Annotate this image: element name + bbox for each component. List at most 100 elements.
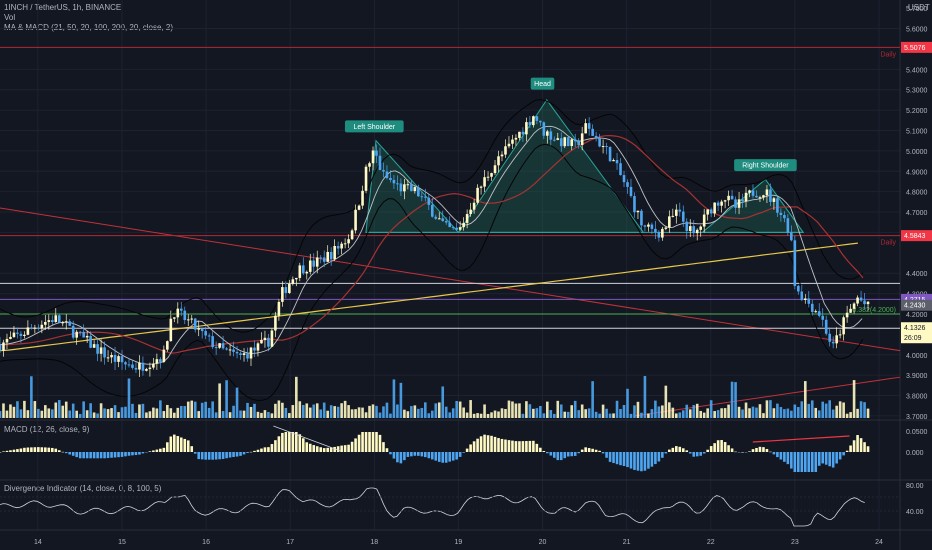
macd-bar xyxy=(57,450,61,452)
volume-bar xyxy=(382,406,385,418)
candle-body xyxy=(207,335,211,337)
macd-bar xyxy=(221,452,225,459)
price-tag-text: 4.2430 xyxy=(904,303,926,310)
volume-bar xyxy=(458,401,462,418)
macd-bar xyxy=(159,448,162,452)
volume-bar xyxy=(776,403,779,418)
price-tick: 5.0000 xyxy=(906,149,928,156)
candle-body xyxy=(333,245,336,260)
candle-body xyxy=(532,116,535,126)
candle-body xyxy=(462,222,465,228)
candle-body xyxy=(838,334,842,336)
candle-body xyxy=(110,354,113,358)
candle-body xyxy=(148,367,152,369)
macd-bar xyxy=(162,447,166,452)
volume-bar xyxy=(378,412,382,418)
volume-bar xyxy=(741,409,744,418)
candle-body xyxy=(99,347,103,354)
candle-body xyxy=(849,308,852,313)
macd-bar xyxy=(430,452,434,460)
price-tag-text: 4.5843 xyxy=(904,233,926,240)
price-tag-text: 26:09 xyxy=(904,335,922,342)
level-label: 0.382(4.2000) xyxy=(852,307,896,314)
candle-body xyxy=(228,349,232,351)
candle-body xyxy=(0,344,2,351)
macd-bar xyxy=(190,446,194,452)
volume-bar xyxy=(678,412,682,418)
candle-body xyxy=(295,277,298,280)
candle-body xyxy=(455,227,458,230)
macd-bar xyxy=(298,434,302,452)
price-tick: 4.9000 xyxy=(906,169,928,176)
candle-body xyxy=(211,336,214,348)
macd-bar xyxy=(730,448,734,452)
volume-bar xyxy=(615,400,619,418)
macd-bar xyxy=(706,449,709,452)
volume-bar xyxy=(361,407,364,418)
candle-body xyxy=(5,338,9,343)
candle-body xyxy=(120,356,124,363)
volume-bar xyxy=(159,400,162,418)
volume-bar xyxy=(85,410,89,418)
candle-body xyxy=(598,138,601,147)
macd-bar xyxy=(124,452,127,457)
volume-bar xyxy=(434,403,438,418)
candle-body xyxy=(448,222,452,228)
macd-label: MACD (12, 26, close, 9) xyxy=(4,425,90,434)
pattern-label-box xyxy=(734,159,797,172)
price-tick: 4.8000 xyxy=(906,190,928,197)
time-tick: 19 xyxy=(455,539,463,546)
macd-bar xyxy=(274,440,277,452)
candle-body xyxy=(12,332,16,337)
volume-bar xyxy=(54,402,58,418)
volume-bar xyxy=(253,403,256,418)
candle-body xyxy=(539,120,542,123)
volume-bar xyxy=(730,381,734,418)
candle-body xyxy=(797,285,800,292)
macd-bar xyxy=(375,432,378,452)
volume-bar xyxy=(535,408,539,418)
volume-bar xyxy=(566,411,570,418)
volume-bar xyxy=(817,410,821,418)
macd-bar xyxy=(131,452,134,456)
volume-bar xyxy=(284,407,288,418)
annotations: Left Shoulder Head Right Shoulder xyxy=(344,77,797,172)
macd-bar xyxy=(678,446,682,452)
time-tick: 21 xyxy=(623,539,631,546)
candle-body xyxy=(845,312,849,318)
volume-bar xyxy=(417,408,420,418)
candle-body xyxy=(57,315,61,323)
macd-bar xyxy=(615,452,619,465)
candle-body xyxy=(200,328,204,332)
macd-bar xyxy=(469,444,472,452)
macd-bar xyxy=(762,447,765,452)
candle-body xyxy=(640,210,643,226)
volume-bar xyxy=(772,408,776,418)
macd-bar xyxy=(270,444,274,452)
macd-bar xyxy=(751,449,755,452)
macd-bar xyxy=(424,452,427,458)
macd-bar xyxy=(204,452,207,460)
volume-bar xyxy=(692,405,696,418)
macd-bar xyxy=(197,452,201,460)
ma-200 xyxy=(0,242,858,352)
volume-bar xyxy=(716,410,720,418)
macd-bar xyxy=(643,452,647,471)
price-tick: 5.7000 xyxy=(906,6,928,13)
macd-bar xyxy=(640,452,643,472)
macd-bar xyxy=(138,452,141,455)
volume-bar xyxy=(57,400,61,418)
macd-bar xyxy=(350,441,354,452)
volume-bar xyxy=(479,413,483,418)
volume-bar xyxy=(643,376,647,418)
candle-body xyxy=(629,186,633,197)
candle-body xyxy=(225,348,228,350)
macd-bar xyxy=(702,452,706,454)
volume-bar xyxy=(385,402,389,418)
macd-bar xyxy=(378,434,382,452)
macd-bar xyxy=(166,442,169,452)
macd-bar xyxy=(699,452,703,456)
candle-body xyxy=(301,265,305,274)
volume-bar xyxy=(340,403,343,418)
